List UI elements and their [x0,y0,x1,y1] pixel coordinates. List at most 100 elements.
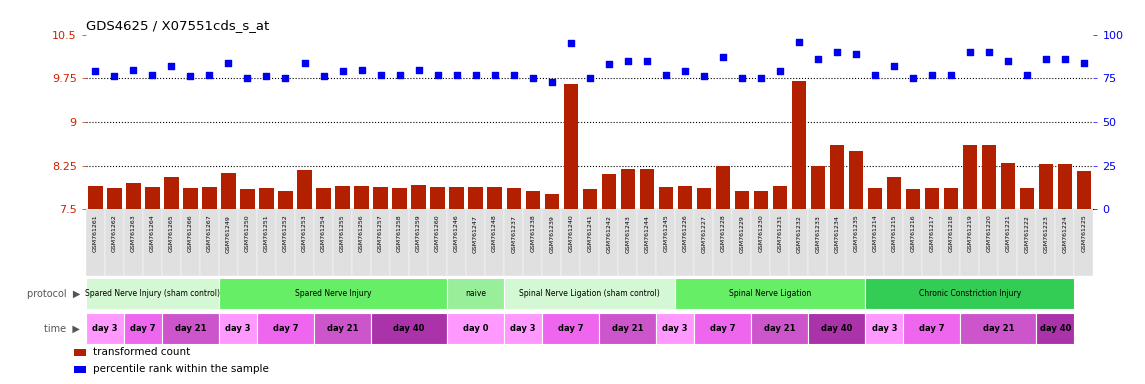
Text: GSM761245: GSM761245 [663,215,669,252]
Point [505,72,523,78]
Text: GSM761256: GSM761256 [360,215,364,252]
Bar [298,170,311,209]
Text: GSM761223: GSM761223 [1043,215,1049,253]
Text: GSM761220: GSM761220 [986,215,992,252]
Bar [884,209,903,276]
Text: GSM761255: GSM761255 [340,215,345,252]
Bar [903,209,923,276]
Text: GSM761244: GSM761244 [645,215,649,253]
Point [998,58,1017,64]
Bar [735,190,749,209]
Text: GSM761253: GSM761253 [302,215,307,252]
Bar [485,209,504,276]
Bar [963,145,977,209]
Text: GSM761227: GSM761227 [701,215,706,253]
Bar [1056,209,1074,276]
Bar [295,209,314,276]
Text: time  ▶: time ▶ [45,323,80,333]
Bar [808,209,828,276]
Bar [506,188,521,209]
Bar [86,313,124,344]
Bar [1076,171,1091,209]
Bar [488,187,502,209]
Bar [145,187,159,209]
Text: GSM761264: GSM761264 [150,215,155,252]
Point [941,72,960,78]
Text: GSM761233: GSM761233 [815,215,820,253]
Point [485,72,504,78]
Bar [256,313,314,344]
Text: day 21: day 21 [611,324,643,333]
Point [808,56,827,62]
Bar [390,209,409,276]
Bar [1020,188,1034,209]
Bar [355,186,369,209]
Bar [219,313,256,344]
Text: GSM761232: GSM761232 [796,215,802,253]
Bar [828,209,846,276]
Bar [981,145,996,209]
Bar [74,349,86,356]
Text: GSM761221: GSM761221 [1005,215,1010,252]
Bar [504,209,523,276]
Bar [203,187,216,209]
Bar [866,209,884,276]
Text: GSM761231: GSM761231 [777,215,782,252]
Text: GSM761240: GSM761240 [568,215,574,252]
Point [1018,72,1036,78]
Bar [676,278,866,310]
Point [638,58,656,64]
Text: GSM761218: GSM761218 [948,215,954,252]
Text: day 40: day 40 [394,324,425,333]
Text: GSM761229: GSM761229 [740,215,744,253]
Text: day 3: day 3 [663,324,688,333]
Bar [866,278,1074,310]
Bar [678,186,692,209]
Bar [886,177,901,209]
Text: GSM761216: GSM761216 [910,215,915,252]
Bar [846,209,866,276]
Text: day 3: day 3 [871,324,897,333]
Bar [998,209,1018,276]
Point [866,72,884,78]
Point [543,79,561,85]
Text: day 21: day 21 [982,324,1014,333]
Bar [542,209,561,276]
Bar [789,209,808,276]
Point [618,58,637,64]
Bar [1036,313,1074,344]
Point [846,51,864,57]
Point [676,68,694,74]
Text: GSM761222: GSM761222 [1025,215,1029,253]
Bar [581,209,599,276]
Text: GSM761241: GSM761241 [587,215,592,252]
Bar [260,188,274,209]
Bar [447,209,466,276]
Bar [447,313,504,344]
Text: day 40: day 40 [1040,324,1071,333]
Text: Spinal Nerve Ligation: Spinal Nerve Ligation [729,289,812,298]
Point [238,75,256,81]
Bar [335,186,349,209]
Point [1075,60,1093,66]
Text: Chronic Constriction Injury: Chronic Constriction Injury [918,289,1021,298]
Bar [183,188,198,209]
Text: GSM761219: GSM761219 [968,215,972,252]
Bar [751,313,808,344]
Bar [431,187,444,209]
Bar [618,209,638,276]
Bar [161,313,219,344]
Bar [238,209,256,276]
Point [751,75,769,81]
Text: GSM761249: GSM761249 [226,215,231,253]
Point [1056,56,1074,62]
Bar [771,209,789,276]
Point [828,49,846,55]
Bar [961,209,979,276]
Point [771,68,789,74]
Bar [1074,209,1093,276]
Point [656,72,674,78]
Point [276,75,294,81]
Text: GSM761246: GSM761246 [455,215,459,252]
Bar [694,313,751,344]
